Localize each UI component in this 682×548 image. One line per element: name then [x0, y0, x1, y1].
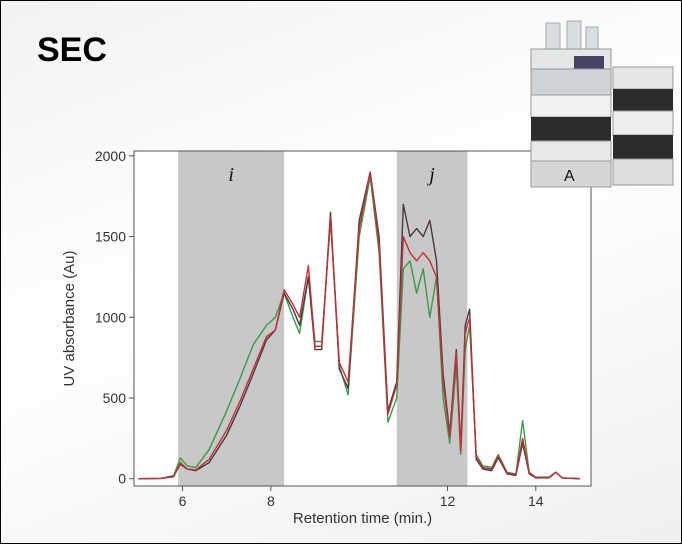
y-axis-label: UV absorbance (Au): [61, 251, 78, 387]
x-tick-label: 12: [440, 493, 456, 509]
y-tick-label: 2000: [95, 148, 126, 164]
y-tick-label: 1000: [95, 309, 126, 325]
instrument-image: A: [530, 20, 674, 188]
x-tick-label: 14: [528, 493, 544, 509]
trace-line: [138, 171, 581, 480]
image-label: A: [564, 168, 575, 185]
y-tick-label: 500: [103, 390, 127, 406]
y-tick-label: 0: [118, 471, 126, 487]
shaded-region: [396, 151, 468, 486]
region-label: i: [228, 164, 234, 186]
axes: 0 500 1000 1500 2000 6 8 12 14 Retention time (mi…: [61, 148, 592, 527]
shaded-region: [178, 151, 285, 486]
plot-frame: [133, 150, 592, 487]
x-axis-label: Retention time (min.): [293, 510, 432, 527]
traces: [138, 171, 581, 480]
region-label: j: [426, 164, 435, 186]
x-tick-label: 6: [179, 493, 187, 509]
y-tick-label: 1500: [95, 229, 126, 245]
slide-title: SEC: [37, 31, 107, 69]
x-tick-label: 8: [267, 493, 275, 509]
